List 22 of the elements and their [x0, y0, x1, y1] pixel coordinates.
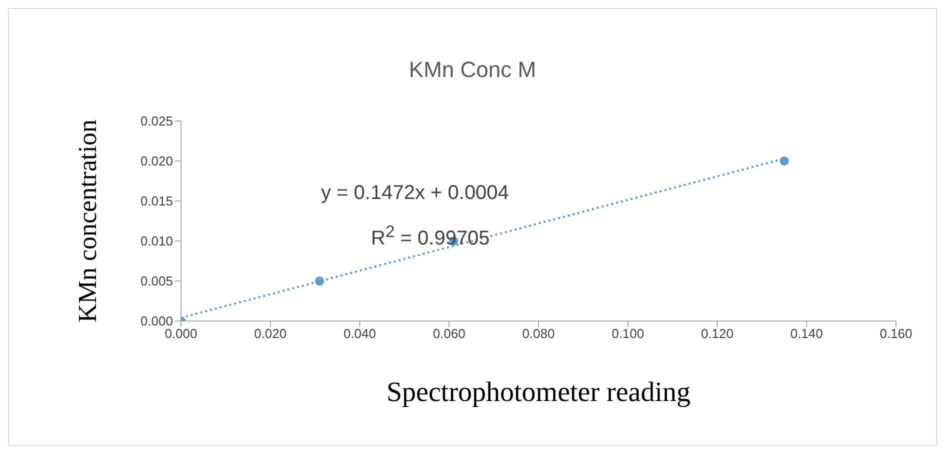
y-tick-label: 0.010 — [140, 234, 173, 249]
y-tick-label: 0.000 — [140, 314, 173, 329]
y-tick-label: 0.005 — [140, 274, 173, 289]
y-tick-label: 0.025 — [140, 114, 173, 129]
chart-title: KMn Conc M — [408, 57, 538, 83]
point — [315, 276, 324, 286]
x-tick-label: 0.140 — [790, 326, 823, 342]
x-tick-label: 0.100 — [612, 326, 644, 342]
y-axis-title: KMn concentration — [73, 120, 102, 322]
x-tick-label: 0.000 — [164, 326, 198, 342]
x-tick-label: 0.120 — [700, 326, 734, 342]
x-tick-label: 0.080 — [522, 326, 555, 342]
x-tick-label: 0.160 — [880, 326, 912, 342]
x-tick-label: 0.020 — [254, 326, 287, 342]
point — [780, 156, 789, 166]
x-tick-label: 0.040 — [343, 326, 376, 342]
annotation: R$^{2}$ = 0.99705 — [371, 222, 490, 251]
y-tick-label: 0.015 — [140, 194, 173, 209]
x-axis-title: Spectrophotometer reading — [386, 377, 691, 408]
x-tick-label: 0.060 — [432, 326, 466, 342]
annotation: y = 0.1472x + 0.0004 — [321, 182, 509, 205]
y-tick-label: 0.020 — [140, 154, 173, 169]
